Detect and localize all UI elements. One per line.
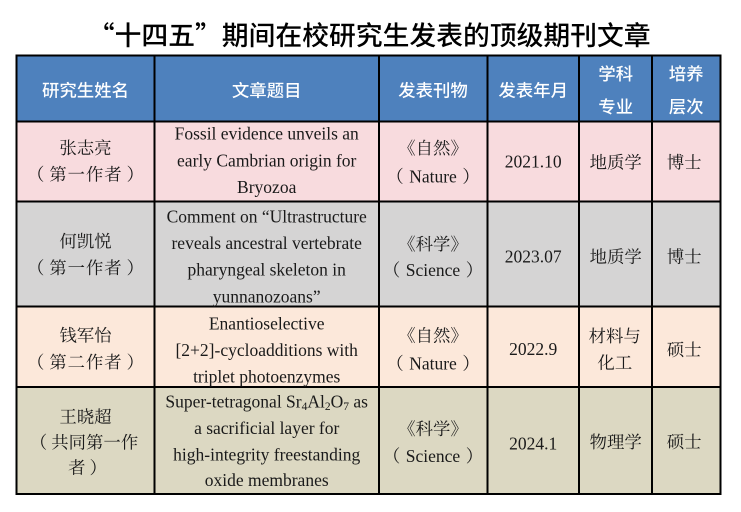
svg-text:2023.07: 2023.07 bbox=[505, 247, 562, 267]
svg-text:high-integrity freestanding: high-integrity freestanding bbox=[173, 445, 360, 465]
svg-text:early Cambrian origin for: early Cambrian origin for bbox=[177, 150, 356, 170]
svg-text:Bryozoa: Bryozoa bbox=[237, 177, 297, 197]
svg-text:Comment on “Ultrastructure: Comment on “Ultrastructure bbox=[167, 206, 367, 226]
svg-text:2022.9: 2022.9 bbox=[509, 339, 557, 359]
svg-text:Enantioselective: Enantioselective bbox=[209, 313, 325, 333]
svg-text:Fossil evidence unveils an: Fossil evidence unveils an bbox=[175, 124, 359, 144]
svg-text:Science: Science bbox=[406, 446, 461, 466]
svg-text:Nature: Nature bbox=[409, 167, 457, 187]
svg-text:reveals ancestral vertebrate: reveals ancestral vertebrate bbox=[171, 233, 362, 253]
svg-text:[2+2]-cycloadditions with: [2+2]-cycloadditions with bbox=[175, 340, 358, 360]
svg-text:pharyngeal skeleton in: pharyngeal skeleton in bbox=[187, 260, 346, 280]
svg-text:Super-tetragonal Sr4Al2O7 as: Super-tetragonal Sr4Al2O7 as bbox=[165, 392, 368, 414]
svg-text:oxide membranes: oxide membranes bbox=[205, 470, 329, 490]
svg-text:yunnanozoans”: yunnanozoans” bbox=[213, 286, 321, 306]
svg-text:a sacrificial layer for: a sacrificial layer for bbox=[194, 418, 339, 438]
svg-text:2024.1: 2024.1 bbox=[509, 433, 557, 453]
svg-text:Science: Science bbox=[406, 260, 461, 280]
svg-text:triplet photoenzymes: triplet photoenzymes bbox=[193, 367, 340, 387]
svg-text:Nature: Nature bbox=[409, 354, 457, 374]
svg-text:2021.10: 2021.10 bbox=[505, 152, 562, 172]
